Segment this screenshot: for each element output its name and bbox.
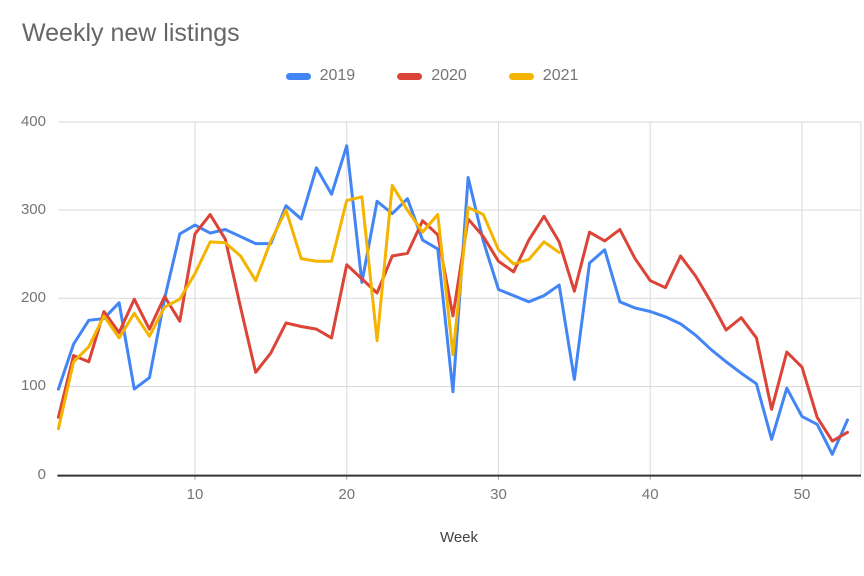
legend-label-2020: 2020 <box>431 67 467 84</box>
legend-item-2020[interactable]: 2020 <box>397 67 467 85</box>
legend-item-2019[interactable]: 2019 <box>285 67 356 85</box>
x-tick-label-50: 50 <box>793 486 811 503</box>
series-line-2020[interactable] <box>56 213 849 443</box>
x-tick-label-40: 40 <box>641 486 659 503</box>
series-line-2019[interactable] <box>56 144 849 456</box>
legend-label-2019: 2019 <box>319 67 356 84</box>
y-tick-label-100: 100 <box>20 377 46 395</box>
legend-item-2021[interactable]: 2021 <box>508 67 579 85</box>
chart-title: Weekly new listings <box>22 19 240 47</box>
y-tick-label-400: 400 <box>20 112 46 130</box>
legend-swatch-2020 <box>397 72 423 80</box>
y-tick-label-0: 0 <box>37 465 46 483</box>
legend-swatch-2019 <box>285 72 311 80</box>
legend: 2019 2020 2021 <box>0 67 864 85</box>
legend-swatch-2021 <box>508 72 534 80</box>
x-tick-label-30: 30 <box>490 486 507 503</box>
x-tick-label-10: 10 <box>186 486 204 503</box>
legend-label-2021: 2021 <box>542 67 579 84</box>
series-line-2021[interactable] <box>56 183 561 431</box>
y-tick-label-300: 300 <box>20 201 46 219</box>
y-tick-label-200: 200 <box>20 289 46 307</box>
x-tick-label-20: 20 <box>338 486 356 503</box>
x-axis-title: Week <box>439 529 479 546</box>
